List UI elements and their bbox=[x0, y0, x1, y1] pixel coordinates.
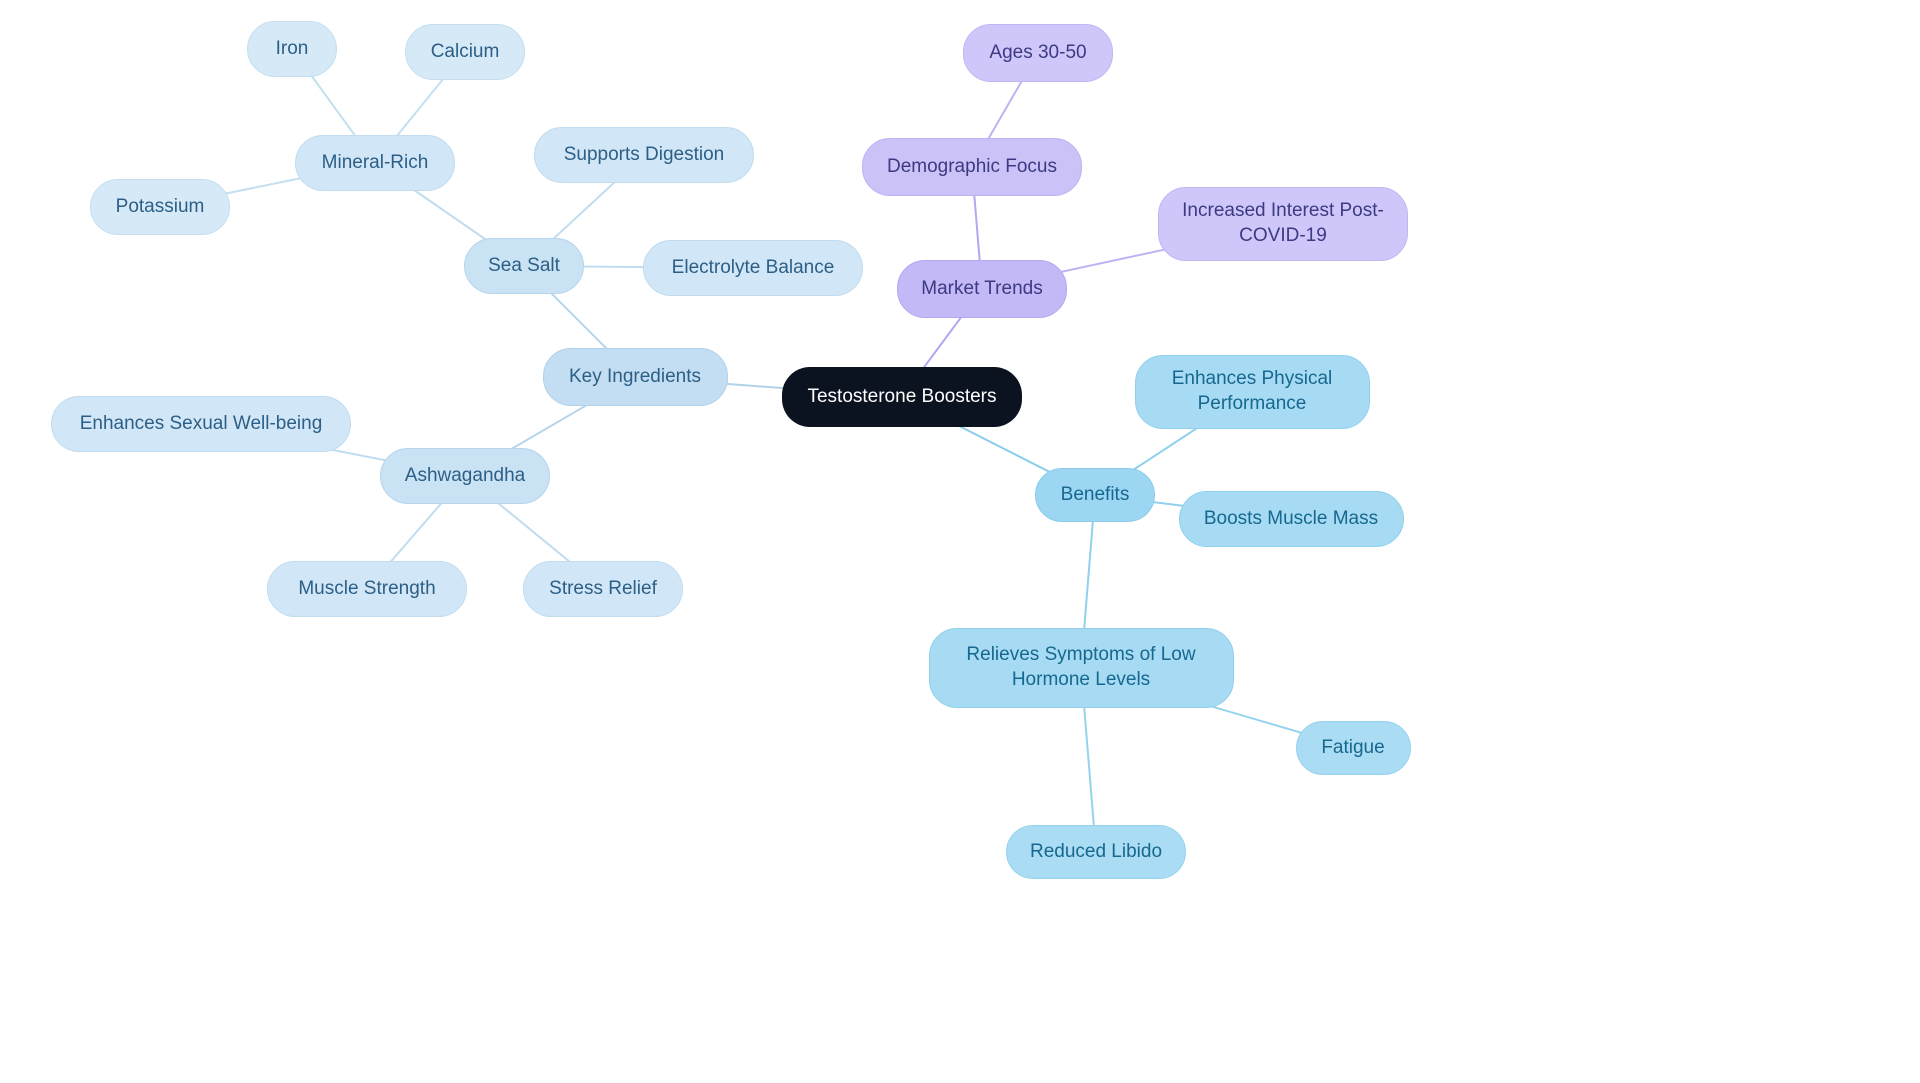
node-market: Market Trends bbox=[897, 260, 1067, 318]
node-benefits: Benefits bbox=[1035, 468, 1155, 522]
node-label: Mineral-Rich bbox=[322, 151, 429, 176]
node-ingredients: Key Ingredients bbox=[543, 348, 728, 406]
node-seasalt: Sea Salt bbox=[464, 238, 584, 294]
node-label: Electrolyte Balance bbox=[672, 256, 835, 281]
node-label: Muscle Strength bbox=[298, 577, 435, 602]
node-sexual: Enhances Sexual Well-being bbox=[51, 396, 351, 452]
node-perf: Enhances Physical Performance bbox=[1135, 355, 1370, 429]
node-label: Testosterone Boosters bbox=[807, 385, 996, 410]
node-relieves: Relieves Symptoms of Low Hormone Levels bbox=[929, 628, 1234, 708]
node-digestion: Supports Digestion bbox=[534, 127, 754, 183]
node-iron: Iron bbox=[247, 21, 337, 77]
node-label: Iron bbox=[276, 37, 309, 62]
node-mineral: Mineral-Rich bbox=[295, 135, 455, 191]
node-label: Boosts Muscle Mass bbox=[1204, 507, 1378, 532]
node-electrolyte: Electrolyte Balance bbox=[643, 240, 863, 296]
node-mstrength: Muscle Strength bbox=[267, 561, 467, 617]
node-label: Relieves Symptoms of Low Hormone Levels bbox=[952, 643, 1211, 692]
node-label: Enhances Physical Performance bbox=[1158, 367, 1347, 416]
node-postcovid: Increased Interest Post-COVID-19 bbox=[1158, 187, 1408, 261]
node-label: Reduced Libido bbox=[1030, 840, 1162, 865]
node-demo: Demographic Focus bbox=[862, 138, 1082, 196]
node-label: Market Trends bbox=[921, 277, 1042, 302]
node-libido: Reduced Libido bbox=[1006, 825, 1186, 879]
node-label: Ages 30-50 bbox=[989, 41, 1086, 66]
node-label: Stress Relief bbox=[549, 577, 657, 602]
node-calcium: Calcium bbox=[405, 24, 525, 80]
node-label: Increased Interest Post-COVID-19 bbox=[1181, 199, 1385, 248]
node-fatigue: Fatigue bbox=[1296, 721, 1411, 775]
node-label: Benefits bbox=[1061, 483, 1130, 508]
node-label: Sea Salt bbox=[488, 254, 560, 279]
node-ashwa: Ashwagandha bbox=[380, 448, 550, 504]
node-label: Enhances Sexual Well-being bbox=[80, 412, 323, 437]
node-label: Supports Digestion bbox=[564, 143, 725, 168]
node-stress: Stress Relief bbox=[523, 561, 683, 617]
node-label: Ashwagandha bbox=[405, 464, 525, 489]
node-potassium: Potassium bbox=[90, 179, 230, 235]
node-label: Potassium bbox=[116, 195, 205, 220]
node-root: Testosterone Boosters bbox=[782, 367, 1022, 427]
node-ages: Ages 30-50 bbox=[963, 24, 1113, 82]
node-label: Key Ingredients bbox=[569, 365, 701, 390]
node-muscle: Boosts Muscle Mass bbox=[1179, 491, 1404, 547]
node-label: Calcium bbox=[431, 40, 500, 65]
node-label: Fatigue bbox=[1321, 736, 1384, 761]
node-label: Demographic Focus bbox=[887, 155, 1057, 180]
